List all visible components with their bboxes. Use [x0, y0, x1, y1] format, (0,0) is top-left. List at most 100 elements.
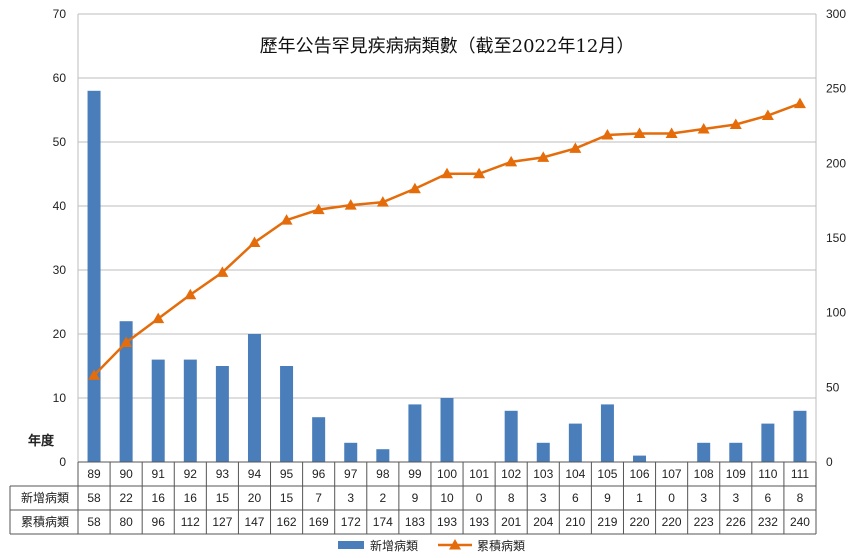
data-table: 89 90 91 92 93 94 95 96 97 98 99 100 101 102 103 104 105…: [9, 461, 817, 535]
bar: [215, 366, 229, 462]
right-tick-label: 150: [826, 231, 846, 245]
bar: [119, 321, 133, 462]
table-cell: 226: [726, 515, 746, 529]
table-cell: 193: [437, 515, 457, 529]
right-tick-label: 300: [826, 7, 846, 21]
left-tick-label: 70: [53, 7, 67, 21]
table-cell: 183: [405, 515, 425, 529]
bar: [504, 410, 518, 462]
table-cell: 220: [630, 515, 650, 529]
x-tick-label: 103: [533, 467, 553, 481]
table-cell: 3: [540, 491, 547, 505]
grid-lines: [77, 13, 817, 463]
table-cell: 204: [533, 515, 553, 529]
line-point: [312, 203, 325, 215]
table-cell: 15: [280, 491, 294, 505]
x-tick-label: 111: [791, 467, 810, 481]
table-cell: 10: [440, 491, 454, 505]
line-point: [88, 369, 101, 380]
x-tick-label: 100: [437, 467, 457, 481]
x-tick-label: 96: [312, 467, 326, 481]
line-point: [569, 142, 582, 153]
bar: [793, 410, 807, 462]
x-tick-label: 93: [216, 467, 230, 481]
table-cell: 6: [572, 491, 579, 505]
right-tick-label: 100: [826, 306, 846, 320]
legend: 新增病類 累積病類: [338, 538, 525, 553]
right-tick-label: 0: [826, 455, 833, 469]
bar: [87, 90, 101, 463]
left-tick-label: 30: [53, 263, 67, 277]
bar: [183, 359, 197, 462]
x-tick-label: 98: [376, 467, 390, 481]
table-cell: 9: [412, 491, 419, 505]
x-tick-label: 91: [152, 467, 166, 481]
x-tick-label: 105: [597, 467, 617, 481]
x-tick-label: 108: [694, 467, 714, 481]
chart-title: 歷年公告罕見疾病病類數（截至2022年12月）: [260, 36, 635, 57]
table-cell: 22: [119, 491, 133, 505]
bar: [633, 455, 647, 462]
line-point: [248, 236, 261, 247]
line-point: [120, 336, 133, 348]
legend-line-label: 累積病類: [477, 538, 525, 553]
table-cell: 193: [469, 515, 489, 529]
left-tick-label: 10: [53, 391, 67, 405]
bar: [312, 417, 326, 462]
table-cell: 0: [668, 491, 675, 505]
bar: [729, 442, 743, 462]
table-cell: 7: [315, 491, 322, 505]
x-tick-label: 94: [248, 467, 262, 481]
line-point: [216, 266, 229, 277]
table-cell: 232: [758, 515, 778, 529]
table-cell: 240: [790, 515, 810, 529]
table-cell: 2: [379, 491, 386, 505]
table-cell: 3: [732, 491, 739, 505]
left-tick-label: 50: [53, 135, 67, 149]
table-cell: 1: [636, 491, 643, 505]
legend-bar-swatch: [338, 541, 364, 549]
line-point: [601, 128, 614, 140]
table-cell: 58: [87, 515, 101, 529]
table-cell: 169: [309, 515, 329, 529]
x-tick-label: 89: [87, 467, 101, 481]
x-tick-label: 102: [501, 467, 521, 481]
right-tick-label: 200: [826, 156, 846, 170]
table-cell: 127: [212, 515, 232, 529]
table-cell: 223: [694, 515, 714, 529]
table-cell: 15: [216, 491, 230, 505]
bar: [761, 423, 775, 462]
table-cell: 8: [797, 491, 804, 505]
line-point: [280, 214, 293, 225]
table-cell: 220: [662, 515, 682, 529]
table-cell: 20: [248, 491, 262, 505]
y-axis-label: 年度: [28, 433, 55, 449]
line-point: [761, 109, 774, 121]
right-tick-label: 250: [826, 82, 846, 96]
line-point: [665, 127, 678, 138]
table-cell: 210: [565, 515, 585, 529]
x-tick-label: 110: [758, 467, 777, 481]
table-cell: 201: [501, 515, 521, 529]
table-cell: 3: [347, 491, 354, 505]
table-row-header: 累積病類: [21, 514, 69, 529]
axes: 0 10 20 30 40 50 60 70 0 50 100 150 200 250 300: [53, 7, 847, 469]
line-point: [344, 199, 357, 210]
bar: [440, 398, 454, 462]
table-cell: 219: [597, 515, 617, 529]
left-tick-label: 0: [59, 455, 66, 469]
x-tick-label: 97: [344, 467, 358, 481]
table-cell: 147: [244, 515, 264, 529]
line-point: [633, 127, 646, 138]
line-point: [152, 312, 165, 324]
x-tick-label: 95: [280, 467, 294, 481]
table-cell: 16: [184, 491, 198, 505]
x-tick-label: 109: [726, 467, 746, 481]
line-path: [93, 102, 801, 377]
table-cell: 172: [341, 515, 361, 529]
line-point: [537, 151, 550, 162]
table-cell: 96: [152, 515, 166, 529]
bar: [280, 366, 294, 462]
line-point: [505, 155, 518, 167]
